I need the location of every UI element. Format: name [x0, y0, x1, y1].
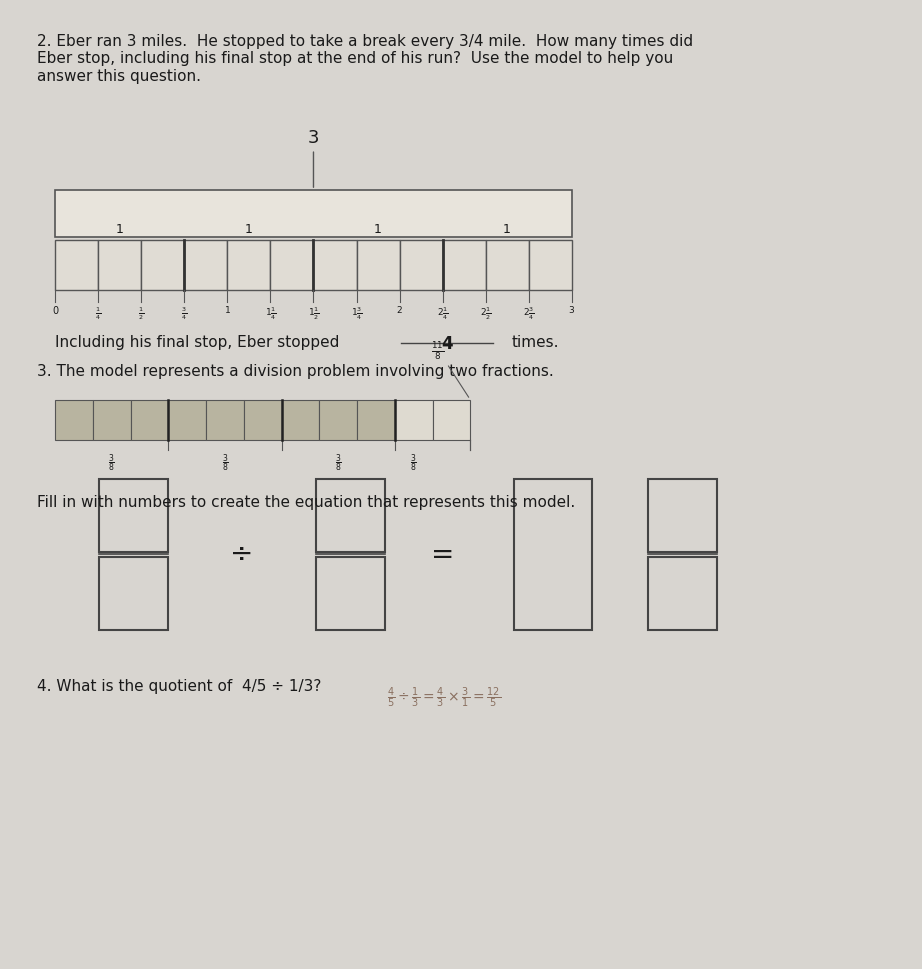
Text: $\frac{3}{8}$: $\frac{3}{8}$ — [221, 453, 229, 474]
Text: ÷: ÷ — [230, 541, 254, 569]
Text: 1: 1 — [374, 223, 382, 235]
FancyBboxPatch shape — [55, 191, 572, 237]
FancyBboxPatch shape — [281, 400, 319, 441]
FancyBboxPatch shape — [99, 557, 168, 630]
FancyBboxPatch shape — [399, 240, 443, 291]
Text: $\frac{3}{8}$: $\frac{3}{8}$ — [109, 453, 115, 474]
FancyBboxPatch shape — [315, 557, 385, 630]
Text: =: = — [431, 541, 455, 569]
FancyBboxPatch shape — [315, 480, 385, 552]
FancyBboxPatch shape — [169, 400, 207, 441]
FancyBboxPatch shape — [313, 240, 357, 291]
Text: $\frac{3}{8}$: $\frac{3}{8}$ — [410, 453, 417, 474]
Text: $2\frac{3}{4}$: $2\frac{3}{4}$ — [523, 305, 535, 322]
Text: $\frac{4}{5} \div \frac{1}{3} = \frac{4}{3} \times \frac{3}{1} = \frac{12}{5}$: $\frac{4}{5} \div \frac{1}{3} = \frac{4}… — [387, 685, 502, 709]
Text: $\frac{3}{4}$: $\frac{3}{4}$ — [182, 305, 187, 322]
Text: 0: 0 — [53, 305, 58, 315]
FancyBboxPatch shape — [647, 480, 716, 552]
Text: 1: 1 — [225, 305, 230, 314]
Text: $1\frac{1}{4}$: $1\frac{1}{4}$ — [265, 305, 277, 322]
Text: 2: 2 — [396, 305, 402, 314]
FancyBboxPatch shape — [141, 240, 184, 291]
FancyBboxPatch shape — [55, 240, 99, 291]
Text: $2\frac{1}{4}$: $2\frac{1}{4}$ — [437, 305, 448, 322]
Text: $1\frac{1}{2}$: $1\frac{1}{2}$ — [308, 305, 319, 322]
Text: $\frac{1}{4}$: $\frac{1}{4}$ — [95, 305, 101, 322]
Text: Including his final stop, Eber stopped: Including his final stop, Eber stopped — [55, 334, 349, 349]
FancyBboxPatch shape — [647, 557, 716, 630]
Text: 2. Eber ran 3 miles.  He stopped to take a break every 3/4 mile.  How many times: 2. Eber ran 3 miles. He stopped to take … — [37, 34, 693, 83]
Text: 4: 4 — [442, 334, 453, 353]
Text: 3: 3 — [308, 129, 319, 188]
FancyBboxPatch shape — [357, 400, 395, 441]
Text: $\frac{11}{8}$: $\frac{11}{8}$ — [431, 339, 468, 398]
Text: Fill in with numbers to create the equation that represents this model.: Fill in with numbers to create the equat… — [37, 494, 575, 509]
Text: 1: 1 — [116, 223, 124, 235]
Text: $1\frac{3}{4}$: $1\frac{3}{4}$ — [350, 305, 362, 322]
Text: $\frac{3}{8}$: $\frac{3}{8}$ — [335, 453, 342, 474]
Text: 3. The model represents a division problem involving two fractions.: 3. The model represents a division probl… — [37, 363, 553, 378]
FancyBboxPatch shape — [55, 400, 93, 441]
Text: $\frac{1}{2}$: $\frac{1}{2}$ — [138, 305, 145, 322]
FancyBboxPatch shape — [228, 240, 270, 291]
FancyBboxPatch shape — [486, 240, 528, 291]
Text: $2\frac{1}{2}$: $2\frac{1}{2}$ — [479, 305, 491, 322]
Text: 1: 1 — [245, 223, 253, 235]
FancyBboxPatch shape — [207, 400, 244, 441]
FancyBboxPatch shape — [528, 240, 572, 291]
Text: 1: 1 — [503, 223, 511, 235]
FancyBboxPatch shape — [99, 480, 168, 552]
FancyBboxPatch shape — [319, 400, 357, 441]
FancyBboxPatch shape — [131, 400, 169, 441]
FancyBboxPatch shape — [395, 400, 432, 441]
FancyBboxPatch shape — [93, 400, 131, 441]
FancyBboxPatch shape — [184, 240, 228, 291]
FancyBboxPatch shape — [99, 240, 141, 291]
Text: 3: 3 — [569, 305, 574, 314]
FancyBboxPatch shape — [270, 240, 313, 291]
FancyBboxPatch shape — [357, 240, 399, 291]
FancyBboxPatch shape — [514, 480, 592, 630]
Text: times.: times. — [512, 334, 560, 349]
FancyBboxPatch shape — [244, 400, 281, 441]
FancyBboxPatch shape — [443, 240, 486, 291]
Text: 4. What is the quotient of  4/5 ÷ 1/3?: 4. What is the quotient of 4/5 ÷ 1/3? — [37, 678, 321, 693]
FancyBboxPatch shape — [432, 400, 470, 441]
